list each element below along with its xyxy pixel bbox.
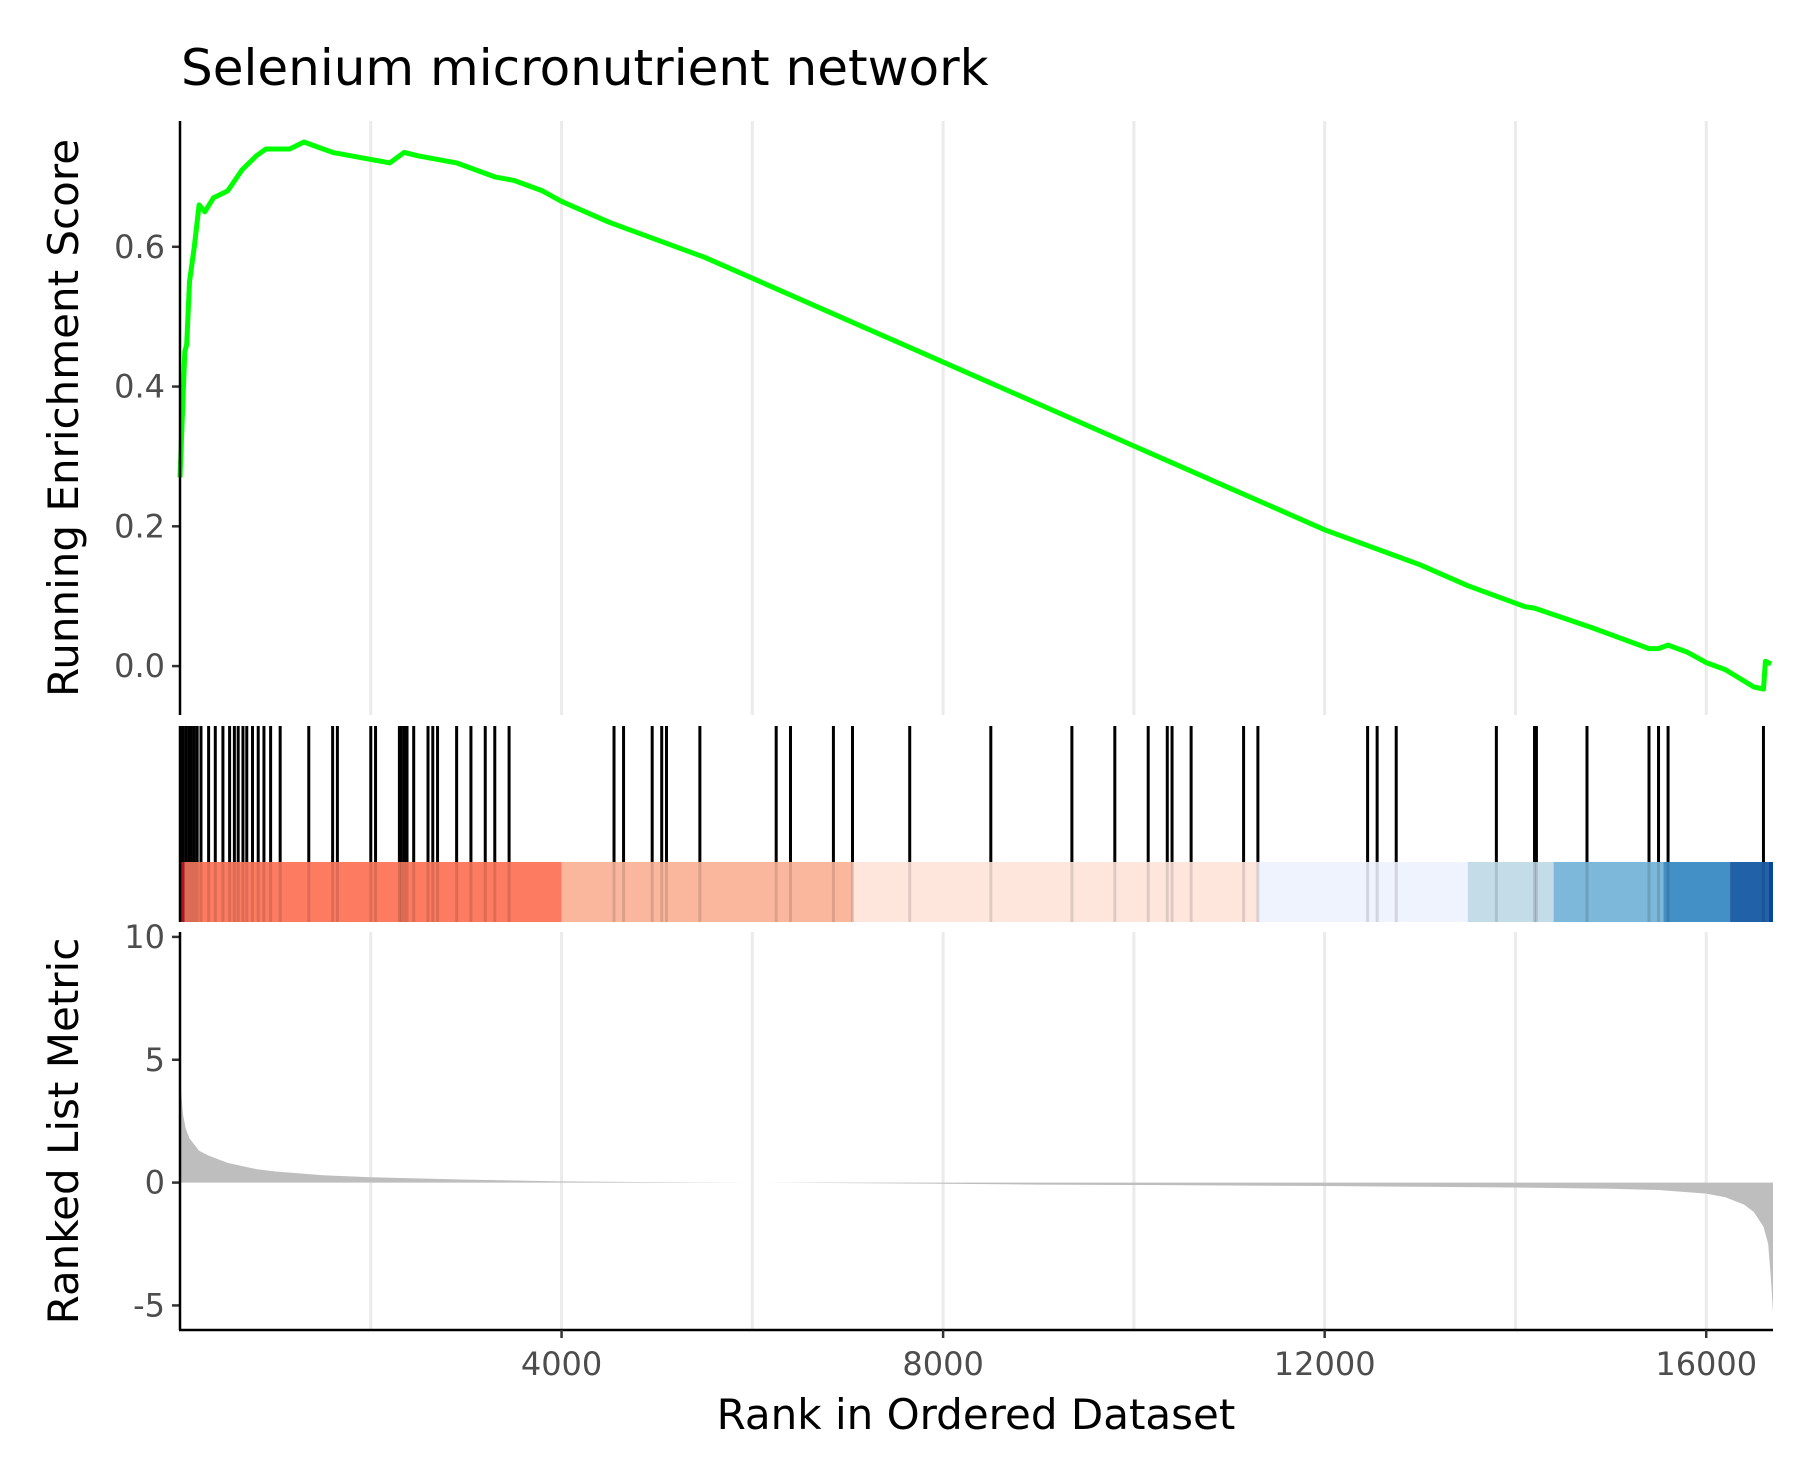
color-band [852, 862, 1258, 922]
color-band [1467, 862, 1554, 922]
metric-y-axis-title: Ranked List Metric [39, 938, 88, 1325]
color-band [1768, 862, 1773, 922]
x-tick-label: 12000 [1274, 1345, 1376, 1383]
y-tick-label: 0.0 [114, 647, 165, 685]
y-tick-label: 0.4 [114, 368, 165, 406]
hits-panel [178, 726, 1773, 922]
enrichment-panel: 0.0 0.2 0.4 0.6 Running Enrichment Score [39, 121, 1773, 715]
running-enrichment-line [177, 139, 1773, 692]
x-tick-label: 4000 [521, 1345, 602, 1383]
color-band [1730, 862, 1769, 922]
chart-title: Selenium micronutrient network [181, 39, 989, 97]
color-band [561, 862, 853, 922]
y-tick-label: 0 [145, 1164, 165, 1202]
metric-gridlines [369, 932, 1708, 1330]
x-tick-label: 16000 [1655, 1345, 1757, 1383]
metric-y-ticks: -5 0 5 10 [124, 918, 180, 1324]
color-band [1663, 862, 1731, 922]
metric-panel: -5 0 5 10 4000 8000 12000 16000 Ranked List Me… [39, 918, 1773, 1439]
y-tick-label: 5 [145, 1041, 165, 1079]
color-band [180, 862, 185, 922]
enrichment-y-ticks: 0.0 0.2 0.4 0.6 [114, 228, 180, 685]
enrichment-y-axis-title: Running Enrichment Score [39, 139, 88, 697]
y-tick-label: 10 [124, 918, 165, 956]
color-band [184, 862, 562, 922]
color-band [1257, 862, 1468, 922]
x-tick-label: 8000 [902, 1345, 983, 1383]
x-axis-ticks: 4000 8000 12000 16000 [521, 1330, 1757, 1383]
y-tick-label: 0.6 [114, 228, 165, 266]
x-axis-title: Rank in Ordered Dataset [717, 1390, 1236, 1439]
enrichment-gridlines [369, 121, 1708, 715]
color-band [1553, 862, 1664, 922]
rank-color-bands [180, 862, 1773, 922]
ranked-metric-area [180, 1072, 1773, 1313]
y-tick-label: 0.2 [114, 507, 165, 545]
y-tick-label: -5 [133, 1286, 165, 1324]
